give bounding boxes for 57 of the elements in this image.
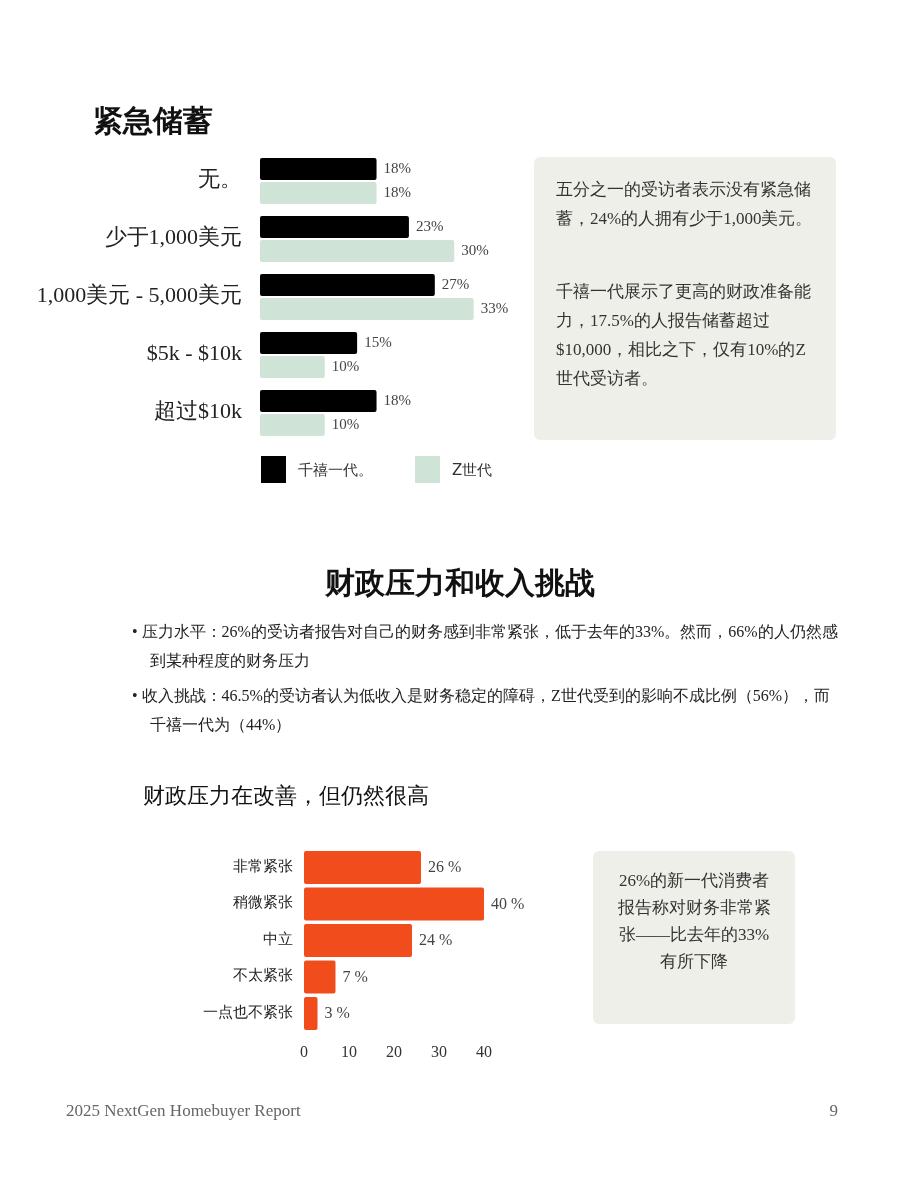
data-label: 33% [480,300,509,317]
text: • 压力水平：26%的受访者报告对自己的财务感到非常紧张，低于去年的33%。然而，66%的人仍然感到某种程度的财务压力 [132,622,839,671]
text: 千禧一代展示了更高的财政准备能力，17.5%的人报告储蓄超过$10,000，相比之下，仅有10%的Z世代受访者。 [556,281,812,390]
data-label: 23% [415,218,444,235]
y-tick-label: $5k - $10k [146,340,242,366]
data-label: 18% [383,184,412,201]
data-label: 15% [364,334,392,351]
data-label: 26 % [428,858,462,876]
bar [260,298,474,320]
x-tick-label: 0 [300,1042,308,1060]
chart-title: 紧急储蓄 [93,102,213,138]
bar [304,924,412,957]
bar [260,356,325,378]
y-tick-label: 中立 [263,930,293,947]
chart-title: 财政压力在改善，但仍然很高 [143,783,429,808]
x-tick-label: 10 [341,1042,357,1060]
bar [304,887,484,921]
x-tick-label: 30 [431,1042,447,1060]
bar [260,216,409,238]
y-tick-label: 超过$10k [154,398,242,424]
data-label: 18% [383,160,412,177]
data-label: 24 % [419,931,453,949]
bar [260,390,377,412]
y-tick-label: 非常紧张 [233,857,293,874]
text: 26%的新一代消费者报告称对财务非常紧张——比去年的33%有所下降 [616,870,772,973]
bar [260,274,435,296]
bar [304,851,421,884]
bar [260,158,377,180]
data-label: 27% [441,276,470,293]
y-tick-label: 稍微紧张 [233,894,293,911]
y-tick-label: 不太紧张 [233,967,293,984]
x-tick-label: 40 [476,1042,492,1060]
bar [304,960,336,994]
data-label: 40 % [491,894,525,912]
y-tick-label: 1,000美元 - 5,000美元 [36,282,242,308]
data-label: 7 % [342,967,368,985]
bar [260,332,358,354]
bar [260,182,377,204]
text: • 收入挑战：46.5%的受访者认为低收入是财务稳定的障碍，Z世代受到的影响不成比例（56%），而千禧一代为（44%） [132,686,832,735]
text: 五分之一的受访者表示没有紧急储蓄，24%的人拥有少于1,000美元。 [556,179,814,230]
data-label: 18% [383,392,412,409]
data-label: 10% [331,358,360,375]
data-label: 30% [461,242,489,259]
y-tick-label: 无。 [198,166,242,192]
bar [260,414,325,436]
legend-label: Z世代 [452,460,493,479]
y-tick-label: 一点也不紧张 [203,1003,293,1020]
bar [304,997,318,1030]
y-tick-label: 少于1,000美元 [104,224,242,250]
data-label: 3 % [324,1004,350,1022]
text: 2025 NextGen Homebuyer Report [66,1100,301,1120]
x-tick-label: 20 [386,1042,402,1060]
data-label: 10% [331,416,360,433]
text: 9 [829,1100,838,1120]
legend-label: 千禧一代。 [298,460,373,479]
text: 财政压力和收入挑战 [324,565,596,601]
bar [260,240,455,262]
